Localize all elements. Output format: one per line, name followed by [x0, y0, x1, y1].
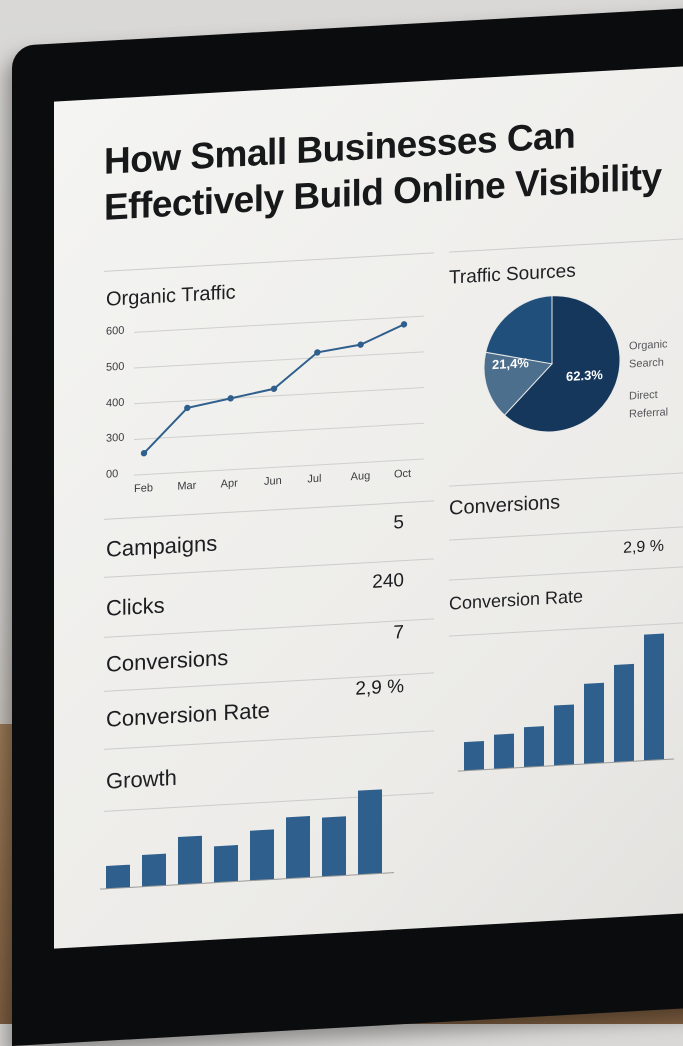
bar: [554, 704, 574, 766]
gridline: [134, 422, 424, 440]
gridline: [134, 315, 424, 333]
baseline: [458, 758, 674, 772]
legend-item: Search: [629, 356, 664, 371]
metric-label-conversion-rate: Conversion Rate: [106, 697, 270, 732]
data-point: [140, 449, 148, 457]
gridline: [134, 351, 424, 369]
data-point: [314, 349, 321, 356]
metric-label-campaigns: Campaigns: [106, 530, 218, 562]
dashboard-screen: How Small Businesses Can Effectively Bui…: [54, 64, 683, 949]
y-tick-label: 400: [106, 396, 125, 410]
organic-traffic-line-chart: [134, 315, 424, 476]
bar: [358, 789, 382, 875]
bar: [250, 829, 274, 881]
conversions-title: Conversions: [449, 491, 561, 520]
pie-slice-label: 62.3%: [566, 366, 603, 385]
bar: [286, 816, 310, 879]
y-tick-label: 00: [106, 468, 119, 481]
bar: [614, 663, 634, 763]
monitor-bezel: How Small Businesses Can Effectively Bui…: [12, 6, 683, 1046]
divider: [104, 252, 434, 272]
metric-value-conversions: 7: [393, 622, 404, 644]
baseline: [100, 872, 394, 890]
y-tick-label: 600: [106, 324, 125, 338]
bar: [322, 816, 346, 877]
legend-item: Organic: [629, 338, 668, 353]
data-point: [400, 321, 408, 328]
traffic-sources-pie-chart: [483, 295, 621, 433]
metric-label-clicks: Clicks: [106, 592, 165, 621]
bar: [644, 633, 664, 761]
y-tick-label: 300: [106, 431, 125, 446]
organic-traffic-y-axis: 600 500 400 300 00: [54, 65, 683, 481]
pie-slice-label: 21,4%: [492, 355, 529, 373]
metric-value-campaigns: 5: [393, 512, 404, 534]
data-point: [227, 395, 234, 402]
page-title: How Small Businesses Can Effectively Bui…: [104, 114, 662, 228]
legend-item: Direct: [629, 388, 658, 403]
bar: [494, 733, 514, 770]
pie-slice: [485, 295, 553, 365]
legend-item: Referral: [629, 406, 669, 421]
conversion-rate-title: Conversion Rate: [449, 586, 584, 614]
data-point: [357, 341, 364, 348]
traffic-sources-title: Traffic Sources: [449, 260, 576, 289]
bar: [214, 845, 238, 883]
bar: [524, 726, 544, 768]
conversions-value: 2,9 %: [623, 537, 664, 557]
organic-traffic-title: Organic Traffic: [106, 281, 236, 311]
growth-title: Growth: [106, 764, 177, 794]
metric-value-conversion-rate: 2,9 %: [355, 676, 404, 700]
divider: [449, 565, 683, 581]
organic-traffic-x-axis: Feb Mar Apr Jun Jul Aug Oct: [54, 65, 683, 495]
pie-slice: [503, 295, 621, 433]
bar: [142, 853, 166, 887]
growth-bar-chart: [100, 789, 394, 890]
data-point: [270, 385, 278, 392]
metric-label-conversions: Conversions: [106, 644, 229, 677]
gridline: [134, 458, 424, 476]
divider: [449, 471, 683, 487]
bar: [178, 835, 202, 885]
bar: [584, 682, 604, 765]
traffic-sources-legend: Organic Search Direct Referral: [629, 335, 668, 423]
data-point: [184, 404, 191, 412]
divider: [449, 237, 683, 253]
y-tick-label: 500: [106, 360, 125, 374]
gridline: [134, 387, 424, 405]
bar: [106, 864, 130, 889]
divider: [104, 730, 434, 750]
bar: [464, 740, 484, 771]
conversion-rate-bar-chart: [458, 633, 674, 772]
pie-slice: [483, 351, 553, 416]
metric-value-clicks: 240: [372, 570, 404, 593]
